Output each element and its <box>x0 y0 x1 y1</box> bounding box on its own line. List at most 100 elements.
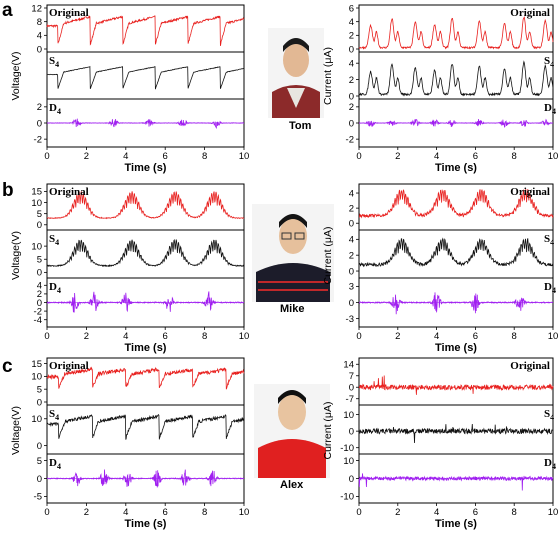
series-line-s4 <box>358 423 554 444</box>
x-tick-label: 2 <box>395 507 400 518</box>
y-axis-label: Current (μA) <box>322 227 334 285</box>
y-tick-label: 2 <box>349 102 354 113</box>
y-tick-label: 4 <box>349 188 354 199</box>
trace-label-s4: S4 <box>49 55 59 69</box>
series-line-original <box>358 375 554 395</box>
series-line-original <box>46 15 245 46</box>
y-tick-label: 0 <box>37 441 42 452</box>
panel-label-c: c <box>2 356 13 377</box>
trace-label-original: Original <box>49 186 89 198</box>
x-tick-label: 10 <box>239 507 250 518</box>
y-tick-label: 5 <box>37 209 42 220</box>
y-tick-label: 0 <box>349 118 354 129</box>
x-tick-label: 10 <box>548 151 559 162</box>
series-line-d4 <box>358 118 553 128</box>
y-tick-label: -2 <box>346 134 354 145</box>
y-tick-label: 12 <box>31 3 42 14</box>
y-tick-label: 2 <box>37 289 42 300</box>
panel-label-b: b <box>2 180 14 201</box>
x-axis-label: Time (s) <box>435 342 477 354</box>
trace-label-original: Original <box>49 7 89 19</box>
portrait-alex <box>254 384 330 478</box>
y-tick-label: 2 <box>37 102 42 113</box>
y-tick-label: -2 <box>34 134 42 145</box>
y-tick-label: 0 <box>349 426 354 437</box>
x-tick-label: 4 <box>434 151 439 162</box>
x-tick-label: 6 <box>163 507 168 518</box>
x-tick-label: 4 <box>434 507 439 518</box>
x-tick-label: 10 <box>548 507 559 518</box>
y-tick-label: 6 <box>349 3 354 14</box>
y-tick-label: 10 <box>343 456 354 467</box>
series-line-original <box>359 189 554 219</box>
x-tick-label: 6 <box>473 507 478 518</box>
x-tick-label: 8 <box>512 507 517 518</box>
y-tick-label: 10 <box>31 414 42 425</box>
trace-label-original: Original <box>49 360 89 372</box>
x-axis-label: Time (s) <box>125 162 167 174</box>
y-axis-label: Voltage(V) <box>10 406 22 455</box>
y-tick-label: 4 <box>37 31 42 42</box>
trace-label-s4: S4 <box>544 55 554 69</box>
y-tick-label: 0 <box>349 91 354 102</box>
trace-label-s4: S4 <box>49 233 59 247</box>
x-axis-label: Time (s) <box>125 342 167 354</box>
y-tick-label: 0 <box>37 220 42 231</box>
x-tick-label: 10 <box>239 331 250 342</box>
y-tick-label: -7 <box>346 394 354 405</box>
y-tick-label: 5 <box>37 456 42 467</box>
y-tick-label: 3 <box>349 282 354 293</box>
y-tick-label: 2 <box>349 250 354 261</box>
x-axis-label: Time (s) <box>435 518 477 530</box>
series-line-original <box>46 366 245 390</box>
y-tick-label: 0 <box>349 266 354 277</box>
series-line-original <box>358 16 554 50</box>
track-frame <box>46 229 245 279</box>
x-axis-label: Time (s) <box>435 162 477 174</box>
trace-label-s4: S4 <box>49 408 59 422</box>
y-axis-label: Voltage(V) <box>10 51 22 100</box>
series-line-s4 <box>358 60 554 97</box>
y-tick-label: 0 <box>37 268 42 279</box>
y-tick-label: 5 <box>37 255 42 266</box>
x-tick-label: 10 <box>239 151 250 162</box>
trace-label-d4: D4 <box>49 281 61 295</box>
y-tick-label: 0 <box>349 298 354 309</box>
y-tick-label: 8 <box>37 17 42 28</box>
y-tick-label: 4 <box>349 59 354 70</box>
x-tick-label: 2 <box>395 331 400 342</box>
series-line-d4 <box>46 291 245 313</box>
y-tick-label: 0 <box>37 118 42 129</box>
x-tick-label: 4 <box>123 151 128 162</box>
series-line-d4 <box>46 118 245 130</box>
x-tick-label: 6 <box>473 151 478 162</box>
y-tick-label: 10 <box>31 198 42 209</box>
x-tick-label: 2 <box>395 151 400 162</box>
series-line-s4 <box>46 239 245 268</box>
person-name-tom: Tom <box>289 120 312 132</box>
y-tick-label: 7 <box>349 371 354 382</box>
x-tick-label: 4 <box>123 507 128 518</box>
y-tick-label: 0 <box>37 298 42 309</box>
y-tick-label: -10 <box>340 443 354 454</box>
trace-label-d4: D4 <box>49 457 61 471</box>
trace-label-d4: D4 <box>544 102 556 116</box>
x-tick-label: 0 <box>44 331 49 342</box>
x-tick-label: 8 <box>202 507 207 518</box>
y-tick-label: 0 <box>37 474 42 485</box>
x-tick-label: 6 <box>163 331 168 342</box>
y-tick-label: 5 <box>37 384 42 395</box>
trace-label-d4: D4 <box>49 102 61 116</box>
portrait-mike <box>252 204 334 302</box>
x-tick-label: 8 <box>202 331 207 342</box>
series-line-original <box>47 191 245 220</box>
panel-label-a: a <box>2 0 13 21</box>
y-tick-label: -2 <box>34 306 42 317</box>
x-tick-label: 4 <box>434 331 439 342</box>
x-tick-label: 0 <box>356 331 361 342</box>
trace-label-d4: D4 <box>544 281 556 295</box>
